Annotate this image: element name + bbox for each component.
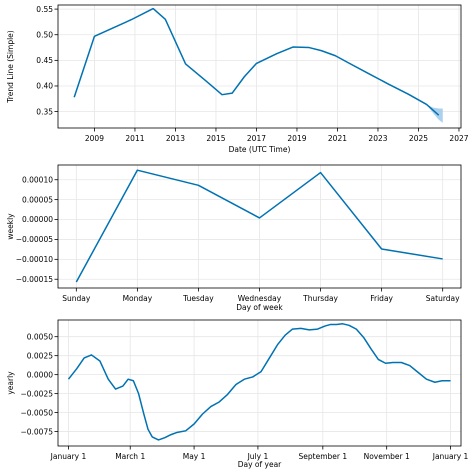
- trend-plot-frame: [57, 4, 462, 129]
- trend-y-axis-label: Trend Line (Simple): [6, 30, 15, 103]
- weekly-x-tick-label: Monday: [123, 294, 153, 303]
- trend-x-tick-label: 2009: [85, 134, 104, 143]
- weekly-y-tick-label: 0.00005: [22, 195, 53, 204]
- trend-x-tick-label: 2025: [409, 134, 428, 143]
- yearly-y-tick-label: 0.0000: [27, 370, 53, 379]
- weekly-chart: Sunday Monday Tuesday Wednesday Thursday Frid…: [6, 164, 462, 312]
- trend-y-tick-label: 0.35: [36, 107, 53, 116]
- trend-x-axis-label: Date (UTC Time): [229, 145, 291, 154]
- trend-x-tick-label: 2023: [368, 134, 387, 143]
- trend-x-tick-label: 2017: [247, 134, 266, 143]
- trend-x-tick-label: 2021: [328, 134, 347, 143]
- yearly-y-axis-label: yearly: [6, 371, 15, 395]
- yearly-x-tick-label: May 1: [183, 452, 206, 461]
- yearly-x-axis-label: Day of year: [238, 460, 282, 469]
- trend-x-tick-label: 2015: [206, 134, 225, 143]
- weekly-x-tick-label: Tuesday: [182, 294, 214, 303]
- trend-y-tick-label: 0.50: [36, 30, 53, 39]
- weekly-y-tick-label: −0.00005: [16, 235, 54, 244]
- yearly-x-tick-label: September 1: [299, 452, 348, 461]
- weekly-y-tick-label: 0.00010: [22, 175, 53, 184]
- yearly-x-tick-label: July 1: [247, 452, 269, 461]
- yearly-y-tick-label: −0.0075: [20, 427, 53, 436]
- weekly-y-tick-label: 0.00000: [22, 215, 53, 224]
- yearly-series-line: [67, 323, 451, 441]
- trend-x-tick-label: 2027: [449, 134, 468, 143]
- trend-y-tick-label: 0.45: [36, 56, 53, 65]
- yearly-x-tick-label: January 1: [432, 452, 469, 461]
- yearly-y-tick-label: −0.0050: [20, 408, 53, 417]
- weekly-y-tick-label: −0.00015: [16, 275, 54, 284]
- trend-y-tick-label: 0.40: [36, 82, 53, 91]
- trend-chart: 2009 2011 2013 2015 2017 2019 2021 2023 2025 2027…: [6, 4, 469, 154]
- trend-x-tick-label: 2013: [166, 134, 185, 143]
- yearly-y-tick-label: 0.0025: [27, 351, 53, 360]
- trend-x-tick-label: 2019: [287, 134, 306, 143]
- yearly-y-tick-label: 0.0050: [27, 332, 53, 341]
- weekly-x-tick-label: Friday: [370, 294, 393, 303]
- trend-uncertainty-band: [426, 104, 443, 123]
- weekly-series-line: [75, 169, 443, 283]
- trend-y-tick-label: 0.55: [36, 5, 53, 14]
- weekly-y-tick-label: −0.00010: [16, 255, 54, 264]
- trend-series-line: [73, 7, 440, 116]
- yearly-y-tick-label: −0.0025: [20, 389, 53, 398]
- yearly-x-tick-label: March 1: [115, 452, 145, 461]
- yearly-x-tick-label: January 1: [50, 452, 87, 461]
- yearly-plot-frame: [57, 319, 462, 447]
- trend-x-tick-label: 2011: [125, 134, 144, 143]
- weekly-x-tick-label: Wednesday: [238, 294, 282, 303]
- weekly-x-tick-label: Sunday: [62, 294, 91, 303]
- weekly-x-axis-label: Day of week: [236, 303, 283, 312]
- weekly-x-tick-label: Saturday: [426, 294, 460, 303]
- yearly-chart: January 1 March 1 May 1 July 1 September 1 No…: [6, 319, 469, 469]
- weekly-x-tick-label: Thursday: [302, 294, 338, 303]
- weekly-y-axis-label: weekly: [6, 213, 15, 240]
- yearly-x-tick-label: November 1: [364, 452, 410, 461]
